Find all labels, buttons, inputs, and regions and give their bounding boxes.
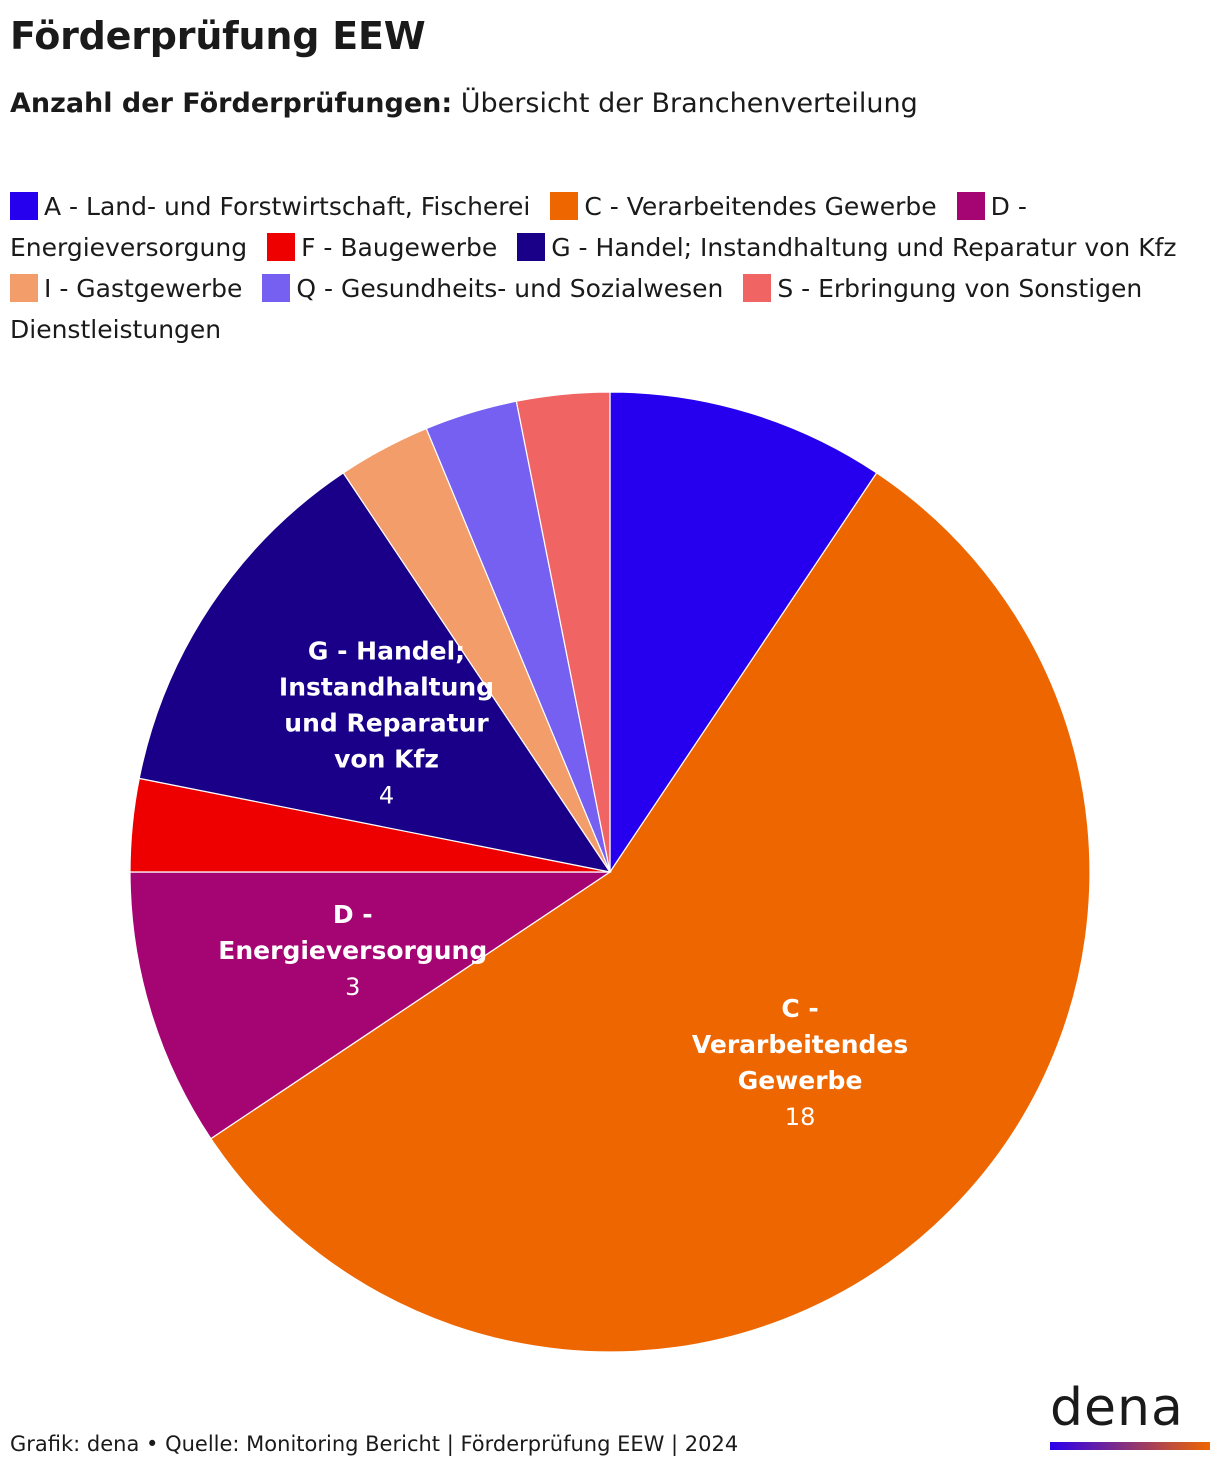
- logo-text: dena: [1050, 1378, 1184, 1438]
- legend-label: D - Energieversorgung: [10, 192, 1027, 262]
- legend-label: F - Baugewerbe: [301, 233, 498, 262]
- subtitle-bold: Anzahl der Förderprüfungen:: [10, 88, 453, 119]
- legend-label: C - Verarbeitendes Gewerbe: [584, 192, 937, 221]
- slice-value-label: 18: [785, 1103, 816, 1131]
- pie-slice: [515, 391, 611, 873]
- slice-name-label: Gewerbe: [738, 1066, 863, 1095]
- chart-legend: A - Land- und Forstwirtschaft, Fischerei…: [10, 186, 1210, 350]
- subtitle-rest: Übersicht der Branchenverteilung: [460, 88, 918, 119]
- legend-label: A - Land- und Forstwirtschaft, Fischerei: [44, 192, 531, 221]
- legend-item: C - Verarbeitendes Gewerbe: [550, 192, 937, 221]
- legend-item: I - Gastgewerbe: [10, 274, 242, 303]
- legend-item: D - Energieversorgung: [10, 192, 1027, 262]
- pie-slice: [609, 391, 878, 874]
- legend-label: G - Handel; Instandhaltung und Reparatur…: [551, 233, 1177, 262]
- logo-gradient-bar: [1050, 1442, 1210, 1450]
- legend-item: Q - Gesundheits- und Sozialwesen: [262, 274, 723, 303]
- slice-name-label: C -: [781, 994, 818, 1023]
- slice-name-label: G - Handel;: [308, 637, 465, 666]
- legend-item: A - Land- und Forstwirtschaft, Fischerei: [10, 192, 530, 221]
- legend-swatch: [517, 233, 546, 261]
- dena-logo: dena: [1048, 1378, 1210, 1454]
- legend-swatch: [743, 274, 772, 302]
- legend-swatch: [262, 274, 291, 302]
- slice-value-label: 4: [379, 782, 394, 810]
- slice-labels: C - Verarbeitendes Gewerbe 18 D - Energievers…: [218, 637, 908, 1131]
- legend-label: S - Erbringung von Sonstigen Dienstleist…: [10, 274, 1143, 344]
- legend-item: G - Handel; Instandhaltung und Reparatur…: [517, 233, 1177, 262]
- legend-item: F - Baugewerbe: [267, 233, 497, 262]
- slice-name-label: Verarbeitendes: [692, 1030, 908, 1059]
- legend-swatch: [10, 274, 38, 302]
- chart-subtitle: Anzahl der Förderprüfungen: Übersicht de…: [10, 88, 918, 119]
- slice-name-label: Energieversorgung: [218, 936, 487, 965]
- pie-slice: [129, 871, 612, 1140]
- source-footer: Grafik: dena • Quelle: Monitoring Berich…: [10, 1432, 739, 1456]
- legend-swatch: [956, 192, 985, 220]
- legend-label: I - Gastgewerbe: [44, 274, 243, 303]
- slice-name-label: Instandhaltung: [279, 673, 494, 702]
- slice-name-label: und Reparatur: [284, 709, 489, 738]
- pie-slice: [210, 472, 1091, 1353]
- legend-swatch: [550, 192, 579, 220]
- chart-title: Förderprüfung EEW: [10, 14, 426, 58]
- legend-swatch: [267, 233, 296, 261]
- legend-item: S - Erbringung von Sonstigen Dienstleist…: [10, 274, 1142, 344]
- slice-name-label: D -: [333, 900, 373, 929]
- legend-swatch: [10, 192, 38, 220]
- slice-value-label: 3: [345, 973, 360, 1001]
- slice-name-label: von Kfz: [334, 745, 439, 774]
- legend-label: Q - Gesundheits- und Sozialwesen: [296, 274, 724, 303]
- pie-slice: [138, 472, 612, 873]
